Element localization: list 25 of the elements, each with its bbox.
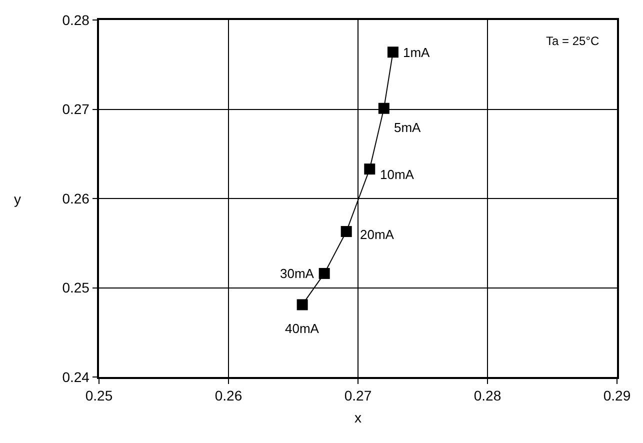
point	[318, 268, 330, 279]
annotation: Ta = 25°C	[546, 34, 600, 48]
x-tick-label: 0.26	[214, 388, 242, 404]
point	[387, 46, 398, 58]
point	[364, 164, 376, 175]
y-axis-title: y	[14, 191, 21, 207]
annotation: 1mA	[403, 45, 430, 60]
annotation: 30mA	[280, 266, 314, 281]
y-tick-label: 0.25	[62, 280, 90, 296]
annotation: 10mA	[380, 167, 414, 182]
y-tick-label: 0.28	[62, 12, 90, 28]
point	[378, 102, 390, 114]
x-tick-label: 0.28	[474, 388, 502, 404]
annotation: 5mA	[394, 120, 422, 135]
x-tick-label: 0.25	[85, 388, 113, 404]
point	[340, 226, 352, 238]
y-tick-label: 0.26	[62, 190, 90, 206]
x-axis-title: x	[354, 409, 362, 426]
annotation: 40mA	[285, 321, 320, 336]
y-tick-label: 0.27	[62, 101, 90, 118]
annotation: 20mA	[360, 227, 394, 242]
x-tick-label: 0.27	[344, 388, 372, 404]
point	[296, 299, 308, 310]
y-tick-label: 0.24	[62, 368, 90, 385]
x-tick-label: 0.29	[603, 388, 631, 404]
